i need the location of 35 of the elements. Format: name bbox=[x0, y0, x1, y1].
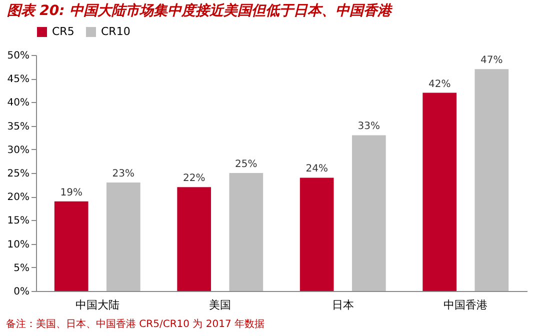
y-tick-label: 45% bbox=[7, 74, 30, 86]
data-label: 24% bbox=[306, 164, 328, 175]
x-tick-label: 中国香港 bbox=[444, 298, 488, 312]
y-tick-label: 35% bbox=[7, 121, 30, 132]
y-tick-label: 10% bbox=[7, 239, 30, 250]
data-label: 22% bbox=[182, 173, 206, 184]
text: 备注：美国、日本、中国香港 CR5/CR10 为 2017 年数据 bbox=[5, 318, 266, 332]
bar bbox=[352, 135, 386, 291]
bar bbox=[474, 69, 509, 291]
y-tick-label: 25% bbox=[7, 168, 30, 180]
y-tick-label: 5% bbox=[14, 262, 30, 274]
y-tick-label: 50% bbox=[7, 50, 30, 62]
bar bbox=[300, 178, 334, 291]
data-label: 19% bbox=[60, 187, 82, 198]
x-tick-label: 美国 bbox=[209, 298, 232, 312]
bar bbox=[422, 92, 457, 291]
x-tick-label: 中国大陆 bbox=[75, 298, 120, 312]
y-tick-label: 30% bbox=[7, 144, 30, 156]
y-tick-label: 40% bbox=[7, 98, 30, 109]
data-label: 23% bbox=[112, 168, 135, 180]
y-tick-label: 20% bbox=[7, 192, 30, 204]
y-tick-label: 0% bbox=[14, 286, 30, 298]
data-label: 33% bbox=[358, 121, 380, 132]
x-tick-label: 日本 bbox=[332, 298, 354, 312]
data-label: 42% bbox=[428, 78, 451, 90]
bar bbox=[54, 201, 88, 291]
chart-title: 图表 20: 中国大陆市场集中度接近美国但低于日本、中国香港 bbox=[6, 2, 394, 19]
data-label: 25% bbox=[235, 159, 258, 170]
legend-label: CR10 bbox=[101, 25, 130, 38]
bar bbox=[106, 182, 140, 291]
y-tick-label: 15% bbox=[7, 216, 30, 227]
legend-label: CR5 bbox=[52, 25, 74, 38]
bar bbox=[229, 173, 264, 291]
bar bbox=[177, 187, 212, 291]
data-label: 47% bbox=[480, 55, 503, 66]
